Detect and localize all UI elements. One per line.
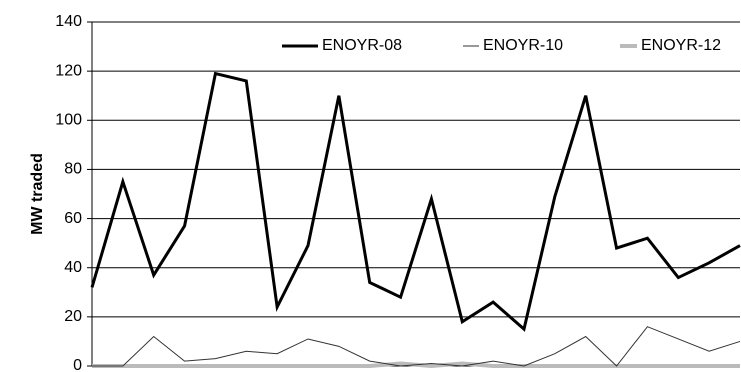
series-line: [90, 71, 741, 332]
legend-label: ENOYR-10: [483, 37, 563, 54]
y-axis-label: MW traded: [29, 153, 46, 235]
series-line: [92, 326, 741, 367]
y-tick-label: 0: [73, 357, 82, 372]
legend-label: ENOYR-12: [641, 37, 721, 54]
y-tick-label: 140: [55, 13, 82, 30]
y-tick-label: 60: [64, 210, 82, 227]
y-tick-label: 80: [64, 161, 82, 178]
y-tick-label: 100: [55, 112, 82, 129]
legend-label: ENOYR-08: [322, 37, 402, 54]
y-tick-label: 120: [55, 62, 82, 79]
y-tick-label: 20: [64, 308, 82, 325]
y-tick-label: 40: [64, 259, 82, 276]
